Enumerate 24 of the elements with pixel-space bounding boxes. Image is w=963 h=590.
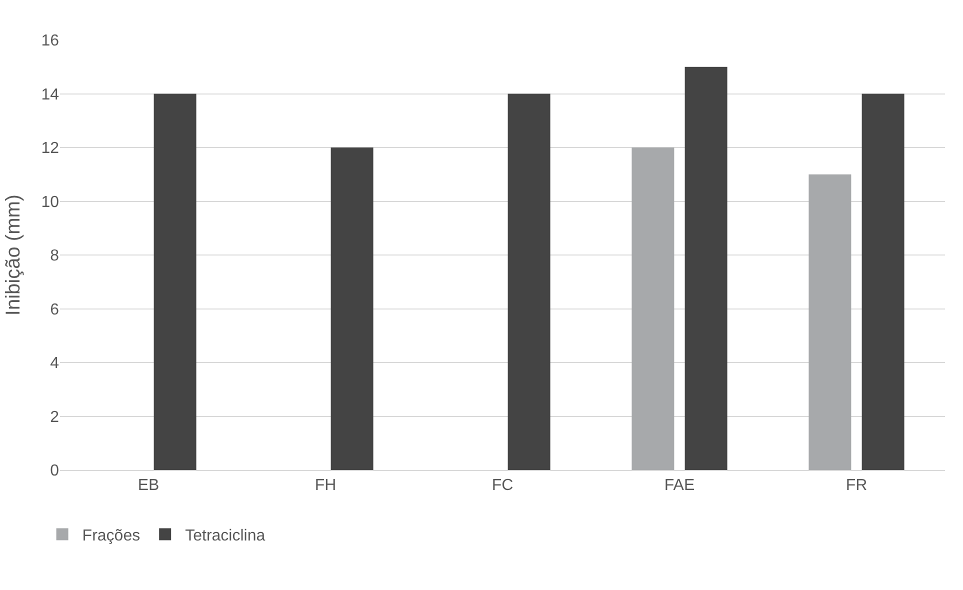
y-tick-label: 10: [41, 194, 60, 211]
y-tick-label: 2: [50, 408, 60, 426]
x-tick-label: FAE: [664, 477, 695, 494]
bar: [632, 148, 674, 470]
y-tick-label: 0: [50, 462, 60, 480]
x-tick-label: FC: [492, 477, 514, 494]
y-axis-title: Inibição (mm): [2, 194, 25, 316]
bar: [154, 94, 196, 470]
x-tick-label: FR: [846, 477, 868, 494]
legend-label: Frações: [82, 527, 140, 544]
y-tick-label: 6: [50, 301, 60, 318]
bar: [684, 66, 728, 470]
bar: [808, 174, 852, 470]
x-tick-label: FH: [314, 477, 336, 494]
y-tick-label: 16: [41, 32, 60, 50]
bar: [508, 94, 550, 470]
y-tick-label: 12: [41, 140, 60, 158]
y-tick-label: 8: [50, 248, 60, 265]
x-tick-label: EB: [138, 477, 160, 494]
y-tick-label: 14: [41, 86, 60, 104]
y-tick-label: 4: [50, 355, 60, 372]
bar: [862, 94, 904, 470]
bar: [330, 148, 374, 470]
legend-label: Tetraciclina: [185, 527, 266, 544]
